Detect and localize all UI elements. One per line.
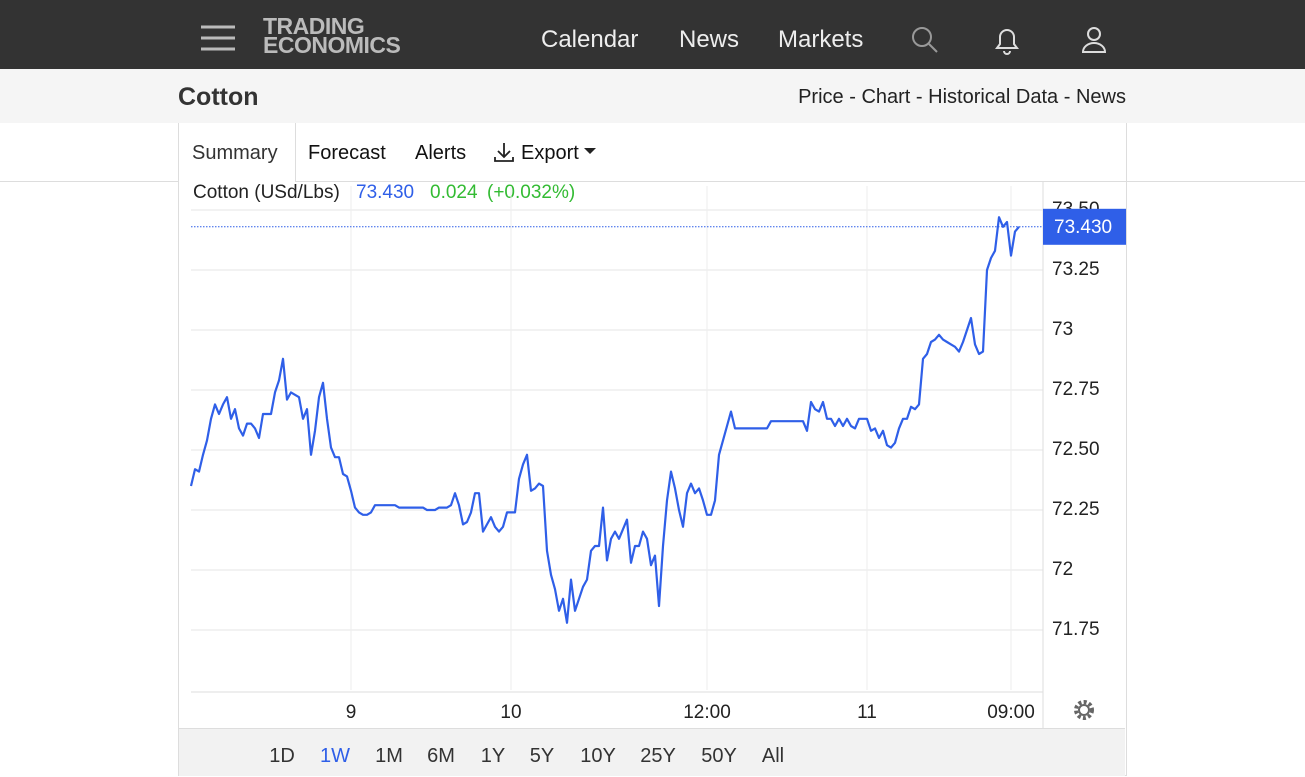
timeframe[interactable]: 1D	[269, 745, 295, 767]
logo-line: TRADING	[263, 13, 365, 39]
last-price-box	[1043, 208, 1126, 245]
separator: -	[915, 86, 923, 108]
timeframe[interactable]: 1Y	[480, 745, 506, 767]
legend-change-pct: (+0.032%)	[487, 182, 575, 203]
tab-active-bg	[178, 123, 296, 182]
x-tick-label: 12:00	[683, 702, 731, 723]
search-icon[interactable]	[910, 25, 940, 55]
y-tick-label: 72.50	[1052, 439, 1100, 460]
sub-header	[0, 69, 1305, 123]
header-link[interactable]: Historical Data	[928, 86, 1059, 108]
tab[interactable]: Summary	[192, 142, 278, 164]
x-tick-label: 9	[346, 702, 357, 723]
header-links: Price - Chart - Historical Data - News	[798, 86, 1126, 109]
y-tick-label: 71.75	[1052, 619, 1100, 640]
chart: Cotton (USd/Lbs) 73.430 0.024 (+0.032%) …	[189, 182, 1126, 728]
y-tick-label: 73.25	[1052, 259, 1100, 280]
timeframe[interactable]: 50Y	[701, 745, 737, 767]
settings-icon[interactable]	[1074, 700, 1094, 720]
tab[interactable]: Forecast	[308, 142, 386, 164]
user-icon[interactable]	[1079, 25, 1109, 55]
tab[interactable]: Export	[521, 142, 579, 164]
timeframe[interactable]: 1M	[375, 745, 403, 767]
last-price-label: 73.430	[1054, 217, 1112, 238]
legend-name: Cotton (USd/Lbs)	[193, 182, 340, 203]
timeframe[interactable]: 6M	[427, 745, 455, 767]
download-icon	[494, 143, 514, 162]
timeframe[interactable]: 5Y	[529, 745, 555, 767]
separator: -	[849, 86, 856, 108]
page-title: Cotton	[178, 83, 259, 111]
separator: -	[1063, 86, 1071, 108]
timeframe[interactable]: All	[761, 745, 785, 767]
timeframe[interactable]: 1W	[320, 745, 350, 767]
timeframe[interactable]: 25Y	[640, 745, 676, 767]
legend-change: 0.024	[430, 182, 478, 203]
timeframe-bar	[179, 728, 1125, 776]
nav-link[interactable]: News	[679, 26, 740, 53]
nav-link[interactable]: Markets	[778, 26, 864, 53]
x-tick-label: 09:00	[987, 702, 1035, 723]
price-line	[189, 216, 1020, 624]
y-tick-label: 72.75	[1052, 379, 1100, 400]
y-tick-label: 73	[1052, 319, 1073, 340]
tab-bar	[0, 123, 1305, 182]
legend-price: 73.430	[356, 182, 414, 203]
top-nav: TRADING ECONOMICS Calendar News Markets	[0, 0, 1305, 69]
caret	[584, 148, 596, 154]
menu-icon[interactable]	[199, 24, 239, 54]
y-tick-label: 72.25	[1052, 499, 1100, 520]
bell-icon[interactable]	[992, 26, 1022, 56]
x-tick-label: 11	[857, 702, 877, 723]
y-tick-label: 72	[1052, 559, 1073, 580]
tab[interactable]: Alerts	[415, 142, 467, 164]
x-tick-label: 10	[500, 702, 521, 723]
header-link[interactable]: Chart	[861, 86, 911, 108]
logo-line: ECONOMICS	[263, 32, 401, 58]
logo[interactable]: TRADING ECONOMICS	[263, 13, 401, 58]
nav-link[interactable]: Calendar	[541, 26, 639, 53]
header-link[interactable]: Price	[798, 86, 844, 108]
timeframe[interactable]: 10Y	[580, 745, 616, 767]
header-link[interactable]: News	[1075, 86, 1126, 108]
